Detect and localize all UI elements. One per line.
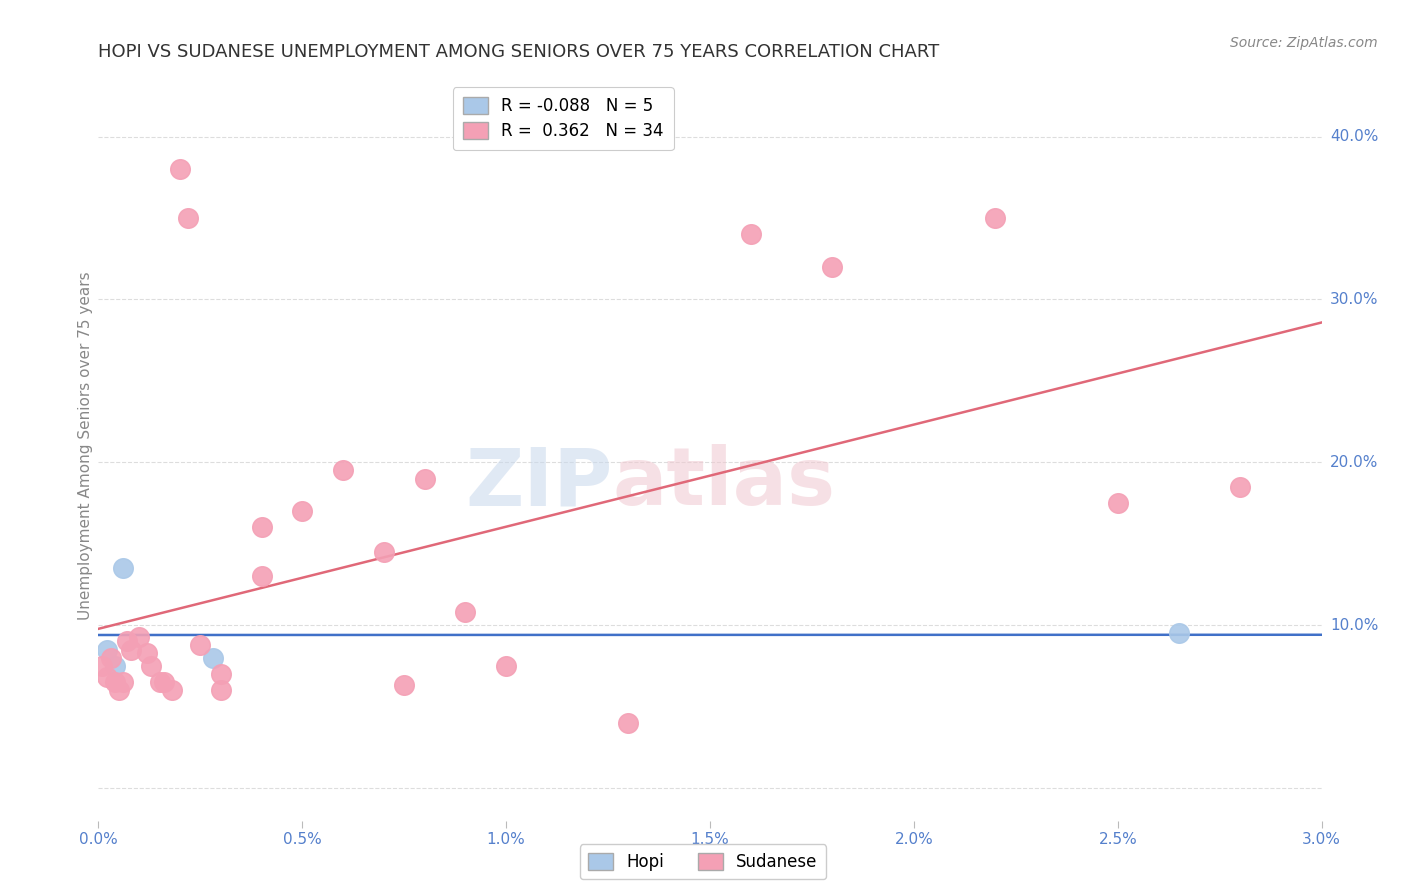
Point	[250, 569, 273, 583]
Point	[413, 472, 436, 486]
Point	[209, 667, 232, 681]
Y-axis label: Unemployment Among Seniors over 75 years: Unemployment Among Seniors over 75 years	[77, 272, 93, 620]
Point	[454, 605, 477, 619]
Point	[141, 659, 163, 673]
Text: 10.0%: 10.0%	[1330, 617, 1378, 632]
Point	[1167, 626, 1189, 640]
Text: Source: ZipAtlas.com: Source: ZipAtlas.com	[1230, 36, 1378, 50]
Point	[96, 642, 118, 657]
Point	[169, 162, 191, 177]
Legend: Hopi, Sudanese: Hopi, Sudanese	[581, 845, 825, 880]
Point	[617, 715, 640, 730]
Text: atlas: atlas	[612, 444, 835, 523]
Text: 30.0%: 30.0%	[1330, 292, 1378, 307]
Point	[373, 545, 395, 559]
Point	[188, 638, 212, 652]
Point	[209, 683, 232, 698]
Point	[128, 630, 150, 644]
Point	[291, 504, 314, 518]
Point	[821, 260, 844, 274]
Point	[120, 642, 142, 657]
Point	[111, 675, 134, 690]
Point	[115, 634, 138, 648]
Point	[111, 561, 134, 575]
Point	[104, 675, 127, 690]
Point	[100, 650, 122, 665]
Text: 40.0%: 40.0%	[1330, 129, 1378, 144]
Point	[1229, 480, 1251, 494]
Point	[104, 659, 127, 673]
Legend: R = -0.088   N = 5, R =  0.362   N = 34: R = -0.088 N = 5, R = 0.362 N = 34	[453, 87, 673, 150]
Point	[136, 646, 159, 660]
Point	[177, 211, 200, 225]
Point	[332, 463, 354, 477]
Point	[495, 659, 517, 673]
Point	[152, 675, 174, 690]
Point	[250, 520, 273, 534]
Point	[91, 659, 114, 673]
Point	[160, 683, 183, 698]
Text: ZIP: ZIP	[465, 444, 612, 523]
Point	[201, 650, 224, 665]
Point	[96, 670, 118, 684]
Text: 20.0%: 20.0%	[1330, 455, 1378, 470]
Point	[108, 683, 131, 698]
Point	[149, 675, 172, 690]
Point	[984, 211, 1007, 225]
Text: HOPI VS SUDANESE UNEMPLOYMENT AMONG SENIORS OVER 75 YEARS CORRELATION CHART: HOPI VS SUDANESE UNEMPLOYMENT AMONG SENI…	[98, 44, 939, 62]
Point	[740, 227, 762, 242]
Point	[1107, 496, 1129, 510]
Point	[392, 678, 416, 692]
